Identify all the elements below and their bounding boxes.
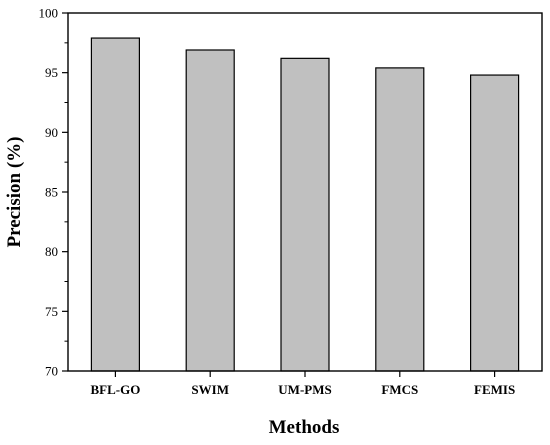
bar-bfl-go	[90, 37, 141, 372]
y-tick-label: 70	[45, 364, 58, 379]
bar-um-pms	[280, 57, 330, 372]
x-tick-label-femis: FEMIS	[474, 382, 515, 397]
bar-femis	[470, 74, 520, 372]
y-tick-label: 85	[45, 185, 58, 200]
y-tick-label: 95	[45, 65, 58, 80]
axes-layer	[62, 12, 543, 377]
y-tick-label: 75	[45, 304, 58, 319]
x-axis-title: Methods	[269, 417, 340, 438]
bar-fmcs	[375, 67, 425, 372]
bar-swim	[185, 49, 235, 372]
x-tick-label-swim: SWIM	[191, 382, 229, 397]
y-axis-title: Precision (%)	[4, 137, 25, 248]
y-tick-label: 90	[45, 125, 58, 140]
x-tick-label-fmcs: FMCS	[381, 382, 418, 397]
x-tick-label-bfl-go: BFL-GO	[90, 382, 140, 397]
x-tick-label-um-pms: UM-PMS	[278, 382, 331, 397]
bars-layer	[90, 37, 520, 372]
labels-layer: 70 75 80 85 90 95 100 BFL-GO SWIM UM-PMS FMCS FEMIS	[39, 6, 516, 398]
y-tick-label: 80	[45, 244, 58, 259]
y-tick-label: 100	[39, 6, 59, 21]
